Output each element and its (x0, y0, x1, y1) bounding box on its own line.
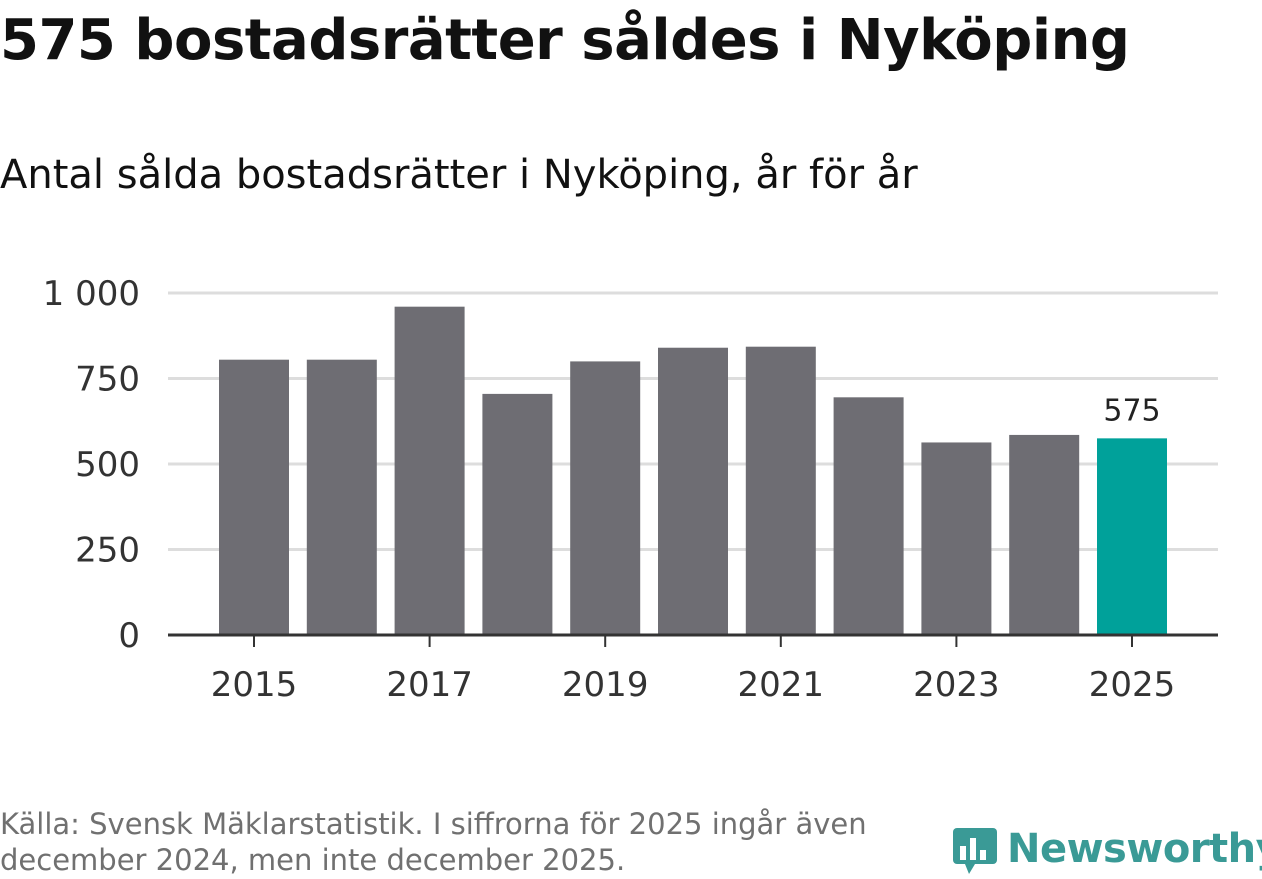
bar (1009, 434, 1080, 635)
bar (745, 346, 816, 635)
bar (394, 306, 465, 635)
bar (306, 359, 377, 635)
x-axis-ticks: 2015 2017 2019 2021 2023 2025 (211, 635, 1176, 705)
y-tick-label: 0 (118, 616, 140, 656)
y-axis-ticks: 0 250 500 750 1 000 (43, 274, 140, 656)
chart-title: 575 bostadsrätter såldes i Nyköping (0, 8, 1130, 73)
bar (219, 359, 289, 635)
brand-name: Newsworthy (1007, 826, 1262, 872)
bars (219, 306, 1167, 635)
chart-subtitle: Antal sålda bostadsrätter i Nyköping, år… (0, 152, 918, 198)
x-tick-label: 2023 (913, 665, 1000, 705)
bar (570, 361, 641, 635)
newsworthy-logo: Newsworthy (951, 822, 1262, 876)
bar (658, 347, 728, 635)
bar (921, 442, 992, 635)
source-note: Källa: Svensk Mäklarstatistik. I siffror… (0, 807, 867, 877)
data-labels: 575 (1103, 393, 1160, 428)
x-tick-label: 2015 (211, 665, 298, 705)
bar (833, 397, 904, 635)
y-tick-label: 250 (75, 531, 140, 571)
y-tick-label: 500 (75, 445, 140, 485)
data-label: 575 (1103, 393, 1160, 428)
x-tick-label: 2019 (562, 665, 649, 705)
newsworthy-logo-icon (953, 828, 997, 874)
bar (1097, 438, 1167, 635)
bar (482, 393, 553, 635)
y-tick-label: 750 (75, 360, 140, 400)
x-tick-label: 2017 (386, 665, 473, 705)
y-tick-label: 1 000 (43, 274, 140, 314)
x-tick-label: 2021 (738, 665, 825, 705)
x-tick-label: 2025 (1089, 665, 1176, 705)
